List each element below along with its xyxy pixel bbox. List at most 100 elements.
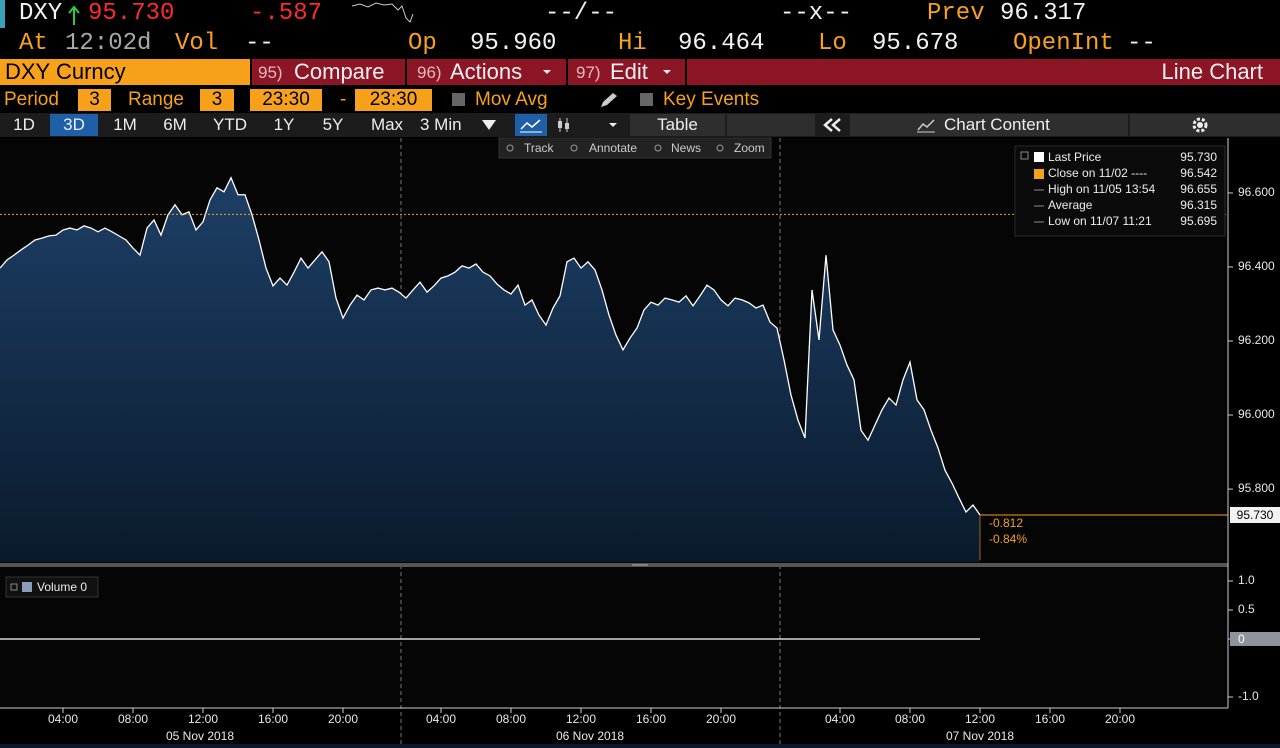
last-price-label: 95.730 [1237,508,1274,522]
range-dash: - [340,89,347,110]
change-label: -0.84% [989,532,1027,546]
vol-label: Vol [175,30,219,57]
mov-avg[interactable]: Mov Avg [475,89,548,110]
dropdown-caret[interactable] [606,119,620,131]
bid-ask: --/-- [545,0,618,27]
line-chart-icon[interactable] [515,114,547,136]
range-button[interactable]: 6M [163,115,187,134]
dropdown-caret [543,70,551,74]
volume-legend-label: Volume 0 [37,580,87,594]
range-label: Range [128,89,184,110]
chart-content[interactable]: Chart Content [944,114,1050,136]
prev-label: Prev [927,0,985,27]
x-tick-label: 20:00 [328,712,358,726]
menu-label[interactable]: Compare [294,59,385,84]
high: 96.464 [678,30,765,57]
legend-value: 95.695 [1180,214,1217,228]
key-events[interactable]: Key Events [663,89,760,110]
candle-icon[interactable] [555,116,573,134]
legend-label: High on 11/05 13:54 [1048,182,1156,196]
menu-label[interactable]: Actions [450,59,523,84]
range-button[interactable]: 5Y [322,115,344,134]
security[interactable]: DXY Curncy [5,59,126,84]
legend-value: 96.542 [1180,166,1217,180]
y-tick-label: 1.0 [1238,573,1255,587]
range-button[interactable]: Max [370,115,404,134]
oi: -- [1127,30,1156,57]
interval-text[interactable]: 3 Min [420,115,462,134]
period[interactable]: 3 [78,89,111,111]
menu-label[interactable]: Edit [610,59,648,84]
chart-content-icon [917,119,935,133]
interval-caret [482,120,496,130]
change-label: -0.812 [989,516,1023,530]
gear-icon[interactable] [1191,116,1209,134]
x-date-label: 05 Nov 2018 [166,729,234,743]
x-tick-label: 08:00 [496,712,526,726]
last-price: 95.730 [88,0,175,27]
security-box[interactable] [0,59,250,85]
empty-button [727,114,815,136]
checkbox[interactable] [452,93,465,106]
chart-content-text[interactable]: Chart Content [944,115,1050,134]
legend-toggle [10,583,18,591]
range-button[interactable]: 1M [113,115,137,134]
tool-label: Zoom [734,141,765,155]
ticker: DXY [19,0,63,27]
x-tick-label: 12:00 [188,712,218,726]
table-button-bg [630,114,725,136]
menu-key[interactable]: 97) [576,63,601,82]
x-tick-label: 12:00 [566,712,596,726]
high-label: Hi [618,30,647,57]
open-label: Op [408,30,437,57]
range-button[interactable]: 1D [13,115,35,134]
x-tick-label: 08:00 [895,712,925,726]
x-date-label: 06 Nov 2018 [556,729,624,743]
line [0,176,981,516]
x-tick-label: 04:00 [825,712,855,726]
legend-value: 0 [80,580,87,594]
last-price-badge [1230,506,1280,523]
tool-icon [654,144,662,152]
legend-value: 96.655 [1180,182,1217,196]
period-label: Period [4,89,59,110]
tool-icon [716,144,724,152]
range-button[interactable]: 3D [50,114,98,136]
menu-key[interactable]: 96) [417,63,442,82]
y-tick-label: 96.400 [1238,259,1275,273]
tool-label: Annotate [589,141,637,155]
legend-swatch [22,582,32,592]
range-from[interactable]: 23:30 [250,89,322,111]
at-label: At [19,30,48,57]
legend-label: Average [1048,198,1093,212]
range-button[interactable]: 1Y [273,115,295,134]
legend-value: 95.730 [1180,150,1217,164]
x-tick-label: 16:00 [636,712,666,726]
tool-icon [506,144,514,152]
range-button[interactable]: YTD [213,115,247,134]
table-button[interactable]: Table [630,114,725,136]
x-date-label: 07 Nov 2018 [946,729,1014,743]
range[interactable]: 3 [200,89,234,111]
legend-swatch [1034,169,1044,179]
area [0,177,980,563]
checkbox[interactable] [640,93,653,106]
legend-label: Last Price [1048,150,1102,164]
y-tick-label: 95.800 [1238,481,1275,495]
menu-key[interactable]: 95) [258,63,283,82]
collapse-icon[interactable] [820,116,846,134]
low-label: Lo [818,30,847,57]
table-text[interactable]: Table [657,115,698,134]
range-to[interactable]: 23:30 [355,89,432,111]
y-tick-label: 96.600 [1238,185,1275,199]
panel-divider [0,563,1228,567]
x-tick-label: 04:00 [48,712,78,726]
vol: -- [245,30,274,57]
net-change: -.587 [250,0,323,27]
interval[interactable]: 3 Min [420,114,504,136]
security-marker [0,0,5,28]
dropdown-caret [663,70,671,74]
pencil-icon[interactable] [598,91,620,109]
